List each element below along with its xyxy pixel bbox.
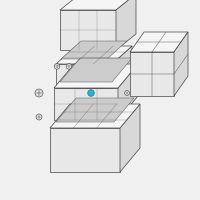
Circle shape [35,89,43,97]
Polygon shape [50,104,140,128]
Polygon shape [120,104,140,172]
Circle shape [36,114,42,120]
Circle shape [66,64,72,69]
Polygon shape [130,32,188,52]
Polygon shape [60,58,132,82]
Polygon shape [130,52,174,96]
Polygon shape [60,0,136,10]
Polygon shape [54,88,118,120]
Polygon shape [56,64,112,88]
Polygon shape [50,128,120,172]
Polygon shape [60,10,116,50]
Polygon shape [54,64,138,88]
Circle shape [54,64,60,69]
Polygon shape [118,64,138,120]
Circle shape [125,91,129,95]
Circle shape [88,90,94,96]
Polygon shape [116,0,136,50]
Polygon shape [61,41,127,59]
Polygon shape [112,46,132,88]
Polygon shape [174,32,188,96]
Polygon shape [56,98,134,122]
Polygon shape [56,46,132,64]
